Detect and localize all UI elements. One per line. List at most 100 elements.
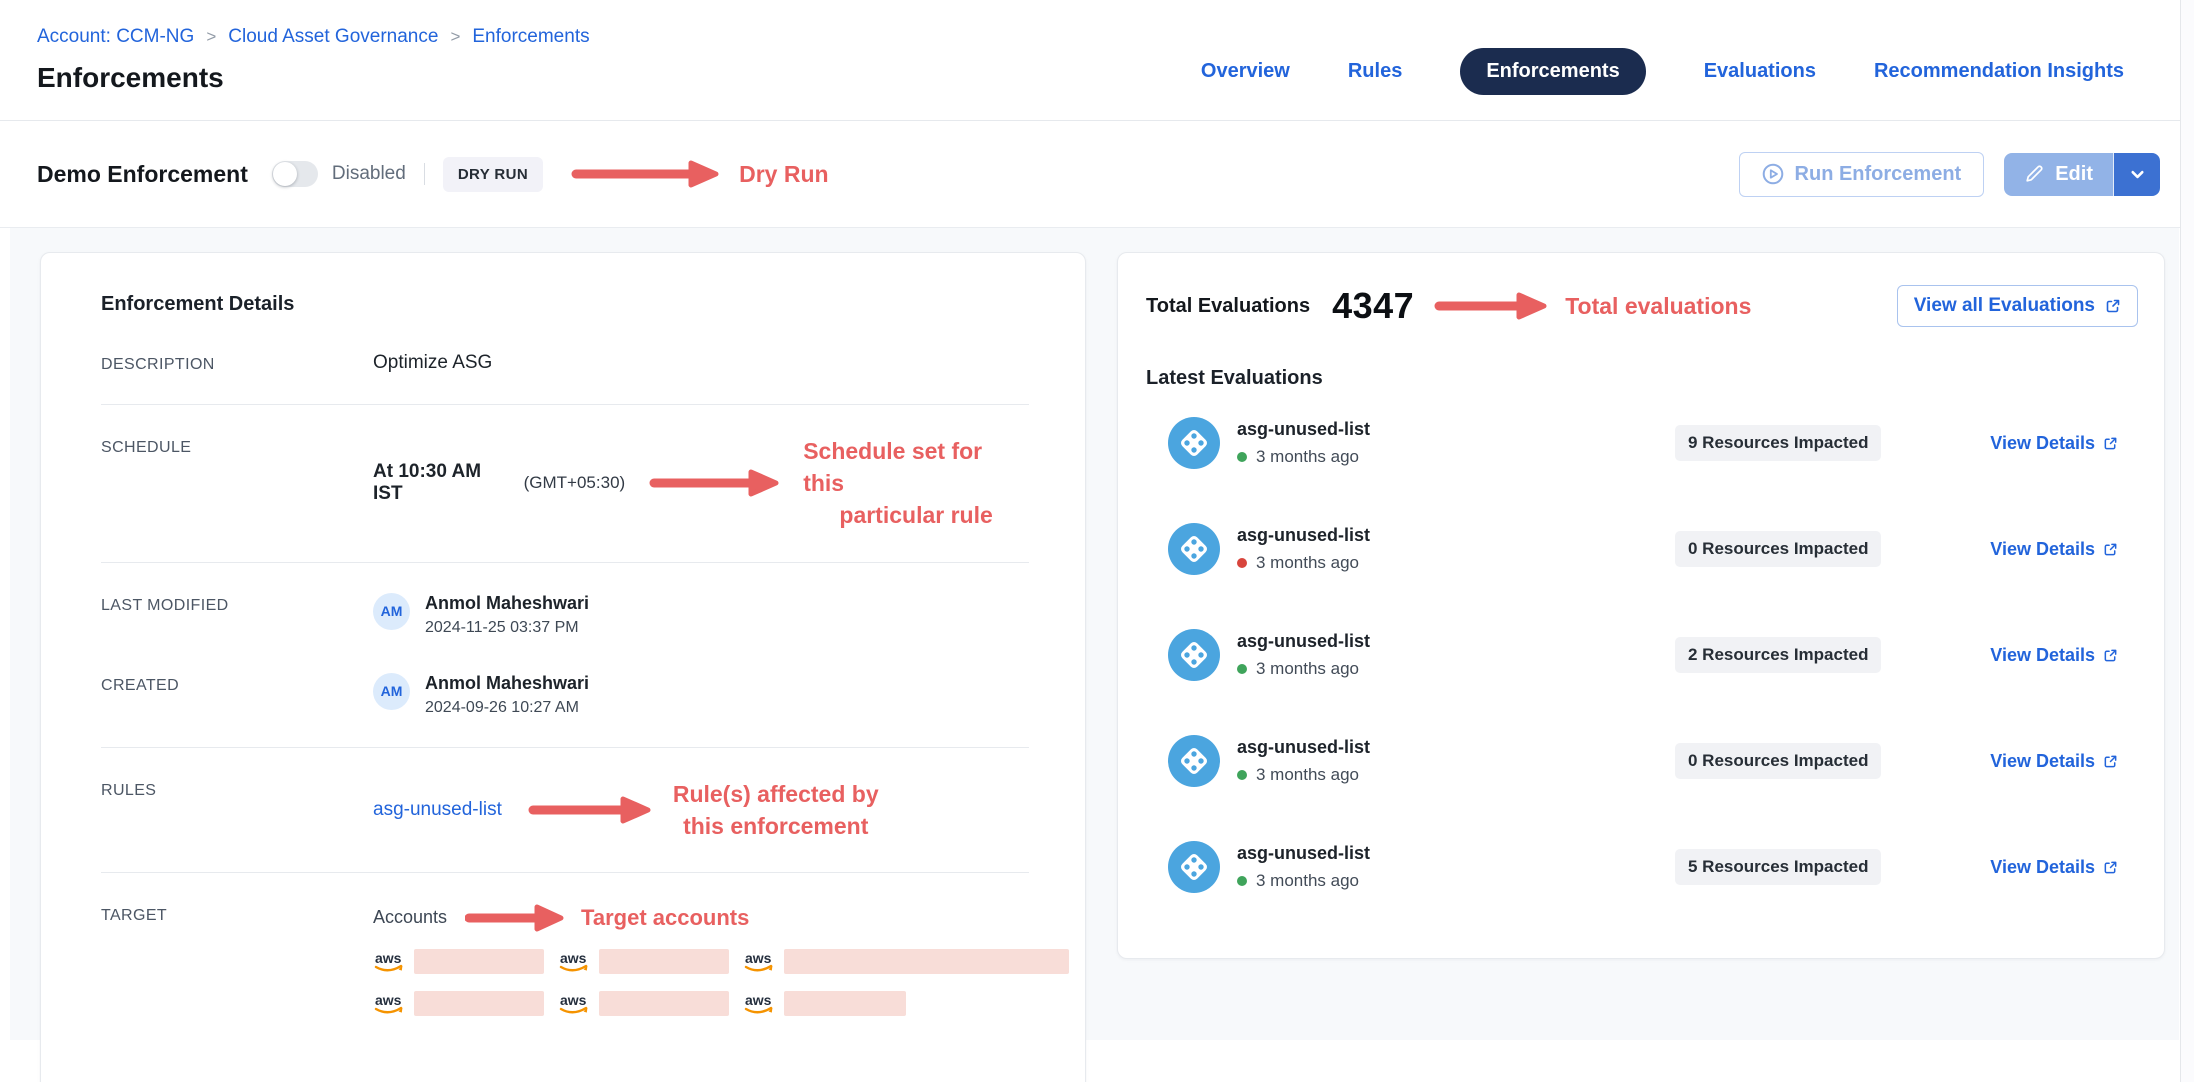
annotation-rules-line1: Rule(s) affected by (672, 780, 879, 807)
evaluation-time-row: 3 months ago (1237, 765, 1675, 785)
aws-account-chip: aws (373, 949, 544, 975)
breadcrumb: Account: CCM-NG > Cloud Asset Governance… (37, 26, 590, 48)
resources-impacted-badge: 5 Resources Impacted (1675, 849, 1882, 885)
view-details-link[interactable]: View Details (1990, 857, 2118, 878)
svg-text:aws: aws (560, 992, 587, 1008)
redacted-account-name (414, 991, 544, 1017)
edit-menu-button[interactable] (2114, 152, 2160, 196)
asg-rule-icon (1168, 735, 1220, 787)
view-details-label: View Details (1990, 750, 2095, 771)
divider (423, 163, 425, 185)
breadcrumb-separator: > (450, 27, 461, 46)
rules-value-group: asg-unused-list Rule(s) affected by this… (373, 778, 879, 842)
created-row: CREATED AM Anmol Maheshwari 2024-09-26 1… (101, 672, 1029, 717)
evaluation-row: asg-unused-list 3 months ago 0 Resources… (1146, 708, 2138, 814)
account-chips-row: aws aws aws (373, 949, 1069, 975)
header-left: Account: CCM-NG > Cloud Asset Governance… (37, 26, 590, 94)
avatar: AM (373, 672, 410, 710)
page-title: Enforcements (37, 62, 224, 93)
asg-rule-icon (1168, 417, 1220, 469)
evaluation-row: asg-unused-list 3 months ago 5 Resources… (1146, 814, 2138, 920)
rule-link[interactable]: asg-unused-list (373, 798, 502, 820)
pencil-icon (2026, 165, 2043, 182)
evaluation-time: 3 months ago (1256, 553, 1360, 572)
breadcrumb-separator: > (206, 27, 217, 46)
evaluation-rule-name: asg-unused-list (1237, 631, 1371, 651)
breadcrumb-enforcements[interactable]: Enforcements (472, 26, 590, 47)
evaluation-time: 3 months ago (1256, 765, 1360, 784)
accounts-header: Accounts Target accounts (373, 903, 1069, 933)
asg-rule-icon (1168, 523, 1220, 575)
view-details-label: View Details (1990, 856, 2095, 877)
tab-evaluations[interactable]: Evaluations (1703, 60, 1816, 82)
svg-text:aws: aws (375, 992, 402, 1008)
created-timestamp: 2024-09-26 10:27 AM (425, 698, 579, 716)
aws-account-chip: aws (743, 991, 906, 1017)
breadcrumb-account[interactable]: Account: CCM-NG (37, 26, 195, 47)
redacted-account-name (784, 949, 1069, 975)
tab-recommendation-insights[interactable]: Recommendation Insights (1873, 60, 2124, 82)
resources-impacted-badge: 0 Resources Impacted (1675, 743, 1882, 779)
annotation-rules-line2: this enforcement (683, 812, 869, 839)
breadcrumb-governance[interactable]: Cloud Asset Governance (228, 26, 439, 47)
aws-account-chip: aws (558, 949, 729, 975)
toggle-state-label: Disabled (331, 163, 406, 184)
redacted-account-name (414, 949, 544, 975)
scrollbar[interactable] (2180, 0, 2194, 1082)
view-details-label: View Details (1990, 644, 2095, 665)
aws-account-chip: aws (373, 991, 544, 1017)
edit-button[interactable]: Edit (2004, 152, 2114, 196)
svg-text:aws: aws (560, 950, 587, 966)
annotation-total-evaluations: Total evaluations (1565, 292, 1752, 319)
view-details-link[interactable]: View Details (1990, 645, 2118, 666)
evaluation-time: 3 months ago (1256, 871, 1360, 890)
target-row: TARGET Accounts Target accounts aws (101, 903, 1069, 1082)
tab-rules[interactable]: Rules (1347, 60, 1403, 82)
external-link-icon (2104, 755, 2117, 767)
tab-enforcements[interactable]: Enforcements (1460, 48, 1646, 95)
evaluation-row: asg-unused-list 3 months ago 9 Resources… (1146, 390, 2138, 496)
accounts-label: Accounts (373, 907, 448, 928)
divider (101, 561, 1029, 563)
resources-impacted-badge: 9 Resources Impacted (1675, 425, 1882, 461)
external-link-icon (2104, 861, 2117, 873)
aws-logo-icon: aws (374, 992, 403, 1014)
content-area: Enforcement Details DESCRIPTION Optimize… (10, 228, 2179, 1082)
red-arrow-icon (528, 796, 651, 824)
svg-text:aws: aws (745, 950, 772, 966)
aws-logo-icon: aws (744, 950, 773, 972)
latest-evaluations-title: Latest Evaluations (1146, 367, 1323, 389)
rules-row: RULES asg-unused-list Rule(s) affected b… (101, 778, 1029, 842)
target-value-group: Accounts Target accounts aws (373, 903, 1069, 1082)
status-dot (1237, 558, 1247, 568)
evaluation-rule-name: asg-unused-list (1237, 737, 1371, 757)
view-details-label: View Details (1990, 538, 2095, 559)
annotation-schedule: Schedule set for this particular rule (803, 435, 1029, 532)
created-user: Anmol Maheshwari (425, 672, 590, 693)
view-all-evaluations-button[interactable]: View all Evaluations (1896, 285, 2138, 327)
annotation-schedule-line2: particular rule (839, 502, 993, 529)
red-arrow-icon (1434, 292, 1547, 320)
schedule-row: SCHEDULE At 10:30 AM IST (GMT+05:30) Sch… (101, 435, 1029, 532)
aws-logo-icon: aws (559, 950, 588, 972)
aws-logo-icon: aws (744, 992, 773, 1014)
account-chips-row: aws aws aws (373, 991, 1069, 1017)
person-meta: Anmol Maheshwari 2024-11-25 03:37 PM (425, 593, 589, 637)
enabled-toggle[interactable] (271, 161, 318, 187)
nav-tabs: Overview Rules Enforcements Evaluations … (1201, 48, 2124, 95)
rules-label: RULES (101, 781, 157, 799)
status-dot (1237, 452, 1247, 462)
status-dot (1237, 664, 1247, 674)
evaluation-info: asg-unused-list 3 months ago (1237, 843, 1675, 891)
divider (101, 404, 1029, 405)
view-details-link[interactable]: View Details (1990, 751, 2118, 772)
asg-rule-icon (1168, 629, 1220, 681)
evaluation-row: asg-unused-list 3 months ago 0 Resources… (1146, 496, 2138, 602)
last-modified-row: LAST MODIFIED AM Anmol Maheshwari 2024-1… (101, 592, 1029, 637)
view-details-link[interactable]: View Details (1990, 433, 2118, 454)
tab-overview[interactable]: Overview (1200, 60, 1290, 82)
view-details-link[interactable]: View Details (1990, 539, 2118, 560)
enforcement-details-card: Enforcement Details DESCRIPTION Optimize… (40, 252, 1086, 1082)
run-enforcement-button[interactable]: Run Enforcement (1738, 151, 1985, 197)
aws-logo-icon: aws (374, 950, 403, 972)
